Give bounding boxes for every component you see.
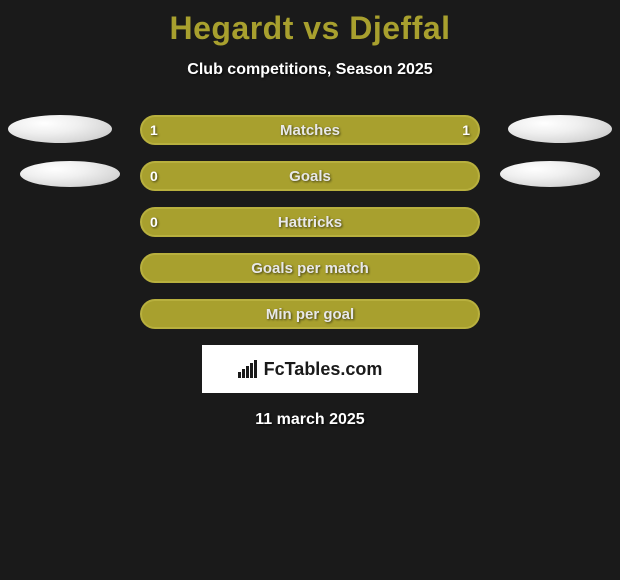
stat-row: Min per goal bbox=[0, 299, 620, 329]
stat-right-value: 1 bbox=[462, 122, 470, 138]
stat-bar-min-per-goal: Min per goal bbox=[140, 299, 480, 329]
stat-left-value: 0 bbox=[150, 168, 158, 184]
date-label: 11 march 2025 bbox=[0, 411, 620, 429]
stat-left-value: 1 bbox=[150, 122, 158, 138]
stat-row: 0 Goals bbox=[0, 161, 620, 191]
stat-label: Goals per match bbox=[251, 260, 369, 277]
stats-rows: 1 Matches 1 0 Goals 0 Hattricks Goals pe… bbox=[0, 115, 620, 329]
stat-bar-matches: 1 Matches 1 bbox=[140, 115, 480, 145]
bar-chart-icon bbox=[238, 360, 258, 378]
subtitle: Club competitions, Season 2025 bbox=[0, 61, 620, 79]
stat-left-value: 0 bbox=[150, 214, 158, 230]
stat-bar-goals-per-match: Goals per match bbox=[140, 253, 480, 283]
stat-label: Hattricks bbox=[278, 214, 342, 231]
stat-label: Min per goal bbox=[266, 306, 354, 323]
comparison-infographic: Hegardt vs Djeffal Club competitions, Se… bbox=[0, 0, 620, 429]
stat-row: 0 Hattricks bbox=[0, 207, 620, 237]
stat-label: Matches bbox=[280, 122, 340, 139]
page-title: Hegardt vs Djeffal bbox=[0, 0, 620, 47]
stat-row: Goals per match bbox=[0, 253, 620, 283]
brand-name: FcTables.com bbox=[264, 359, 383, 380]
stat-bar-goals: 0 Goals bbox=[140, 161, 480, 191]
stat-bar-hattricks: 0 Hattricks bbox=[140, 207, 480, 237]
stat-label: Goals bbox=[289, 168, 331, 185]
brand-logo[interactable]: FcTables.com bbox=[202, 345, 418, 393]
stat-row: 1 Matches 1 bbox=[0, 115, 620, 145]
